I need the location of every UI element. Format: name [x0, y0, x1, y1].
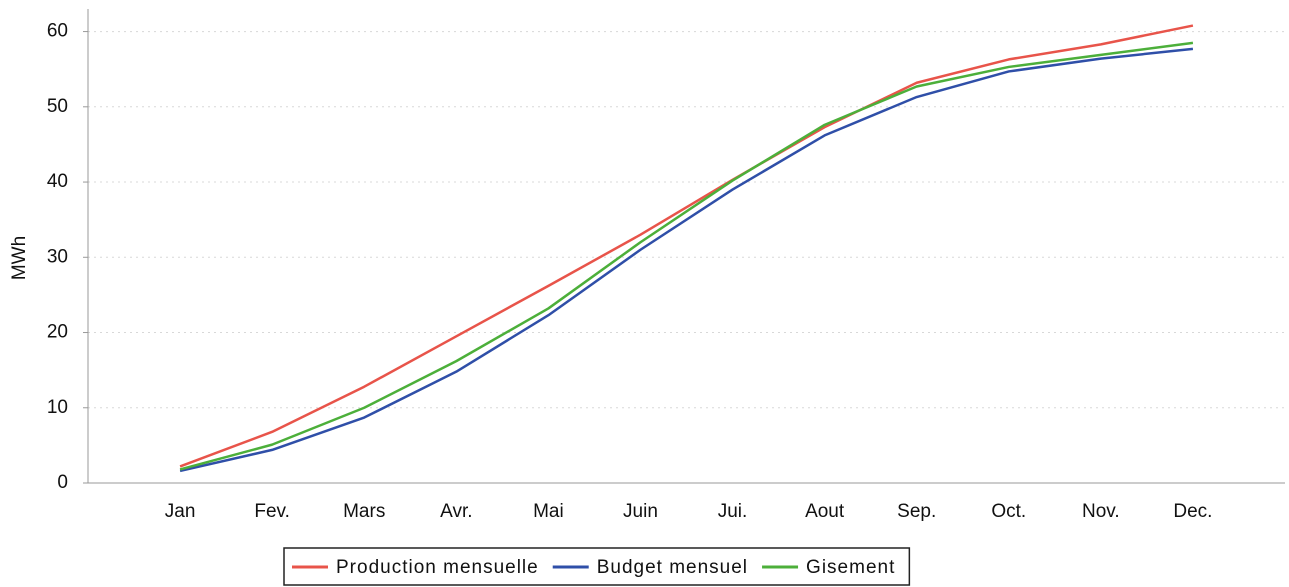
- legend-label: Production mensuelle: [336, 557, 539, 578]
- y-tick-label: 50: [47, 96, 68, 117]
- legend-label: Budget mensuel: [597, 557, 748, 578]
- legend: Production mensuelle Budget mensuel Giseme…: [283, 547, 911, 586]
- line-series: [179, 41, 1194, 471]
- y-tick-label: 10: [47, 397, 68, 418]
- x-tick-label: Aout: [805, 501, 845, 522]
- y-tick-label: 60: [47, 21, 68, 42]
- x-tick-label: Oct.: [991, 501, 1026, 522]
- legend-box: [283, 547, 911, 586]
- y-tick-label: 20: [47, 322, 68, 343]
- x-tick-label: Dec.: [1173, 501, 1212, 522]
- y-tick-label: 30: [47, 246, 68, 267]
- x-tick-label: Jui.: [718, 501, 748, 522]
- x-tick-label: Jan: [165, 501, 196, 522]
- line-series: [179, 24, 1194, 468]
- x-tick-label: Avr.: [440, 501, 472, 522]
- line-series: [179, 47, 1194, 473]
- x-tick-label: Fev.: [254, 501, 290, 522]
- x-tick-label: Nov.: [1082, 501, 1120, 522]
- x-tick-label: Juin: [623, 501, 658, 522]
- y-tick-label: 0: [57, 472, 68, 493]
- x-tick-label: Mai: [533, 501, 564, 522]
- legend-label: Gisement: [806, 557, 895, 578]
- y-tick-label: 40: [47, 171, 68, 192]
- x-tick-label: Sep.: [897, 501, 936, 522]
- x-tick-label: Mars: [343, 501, 385, 522]
- y-axis-label: MWh: [9, 236, 30, 280]
